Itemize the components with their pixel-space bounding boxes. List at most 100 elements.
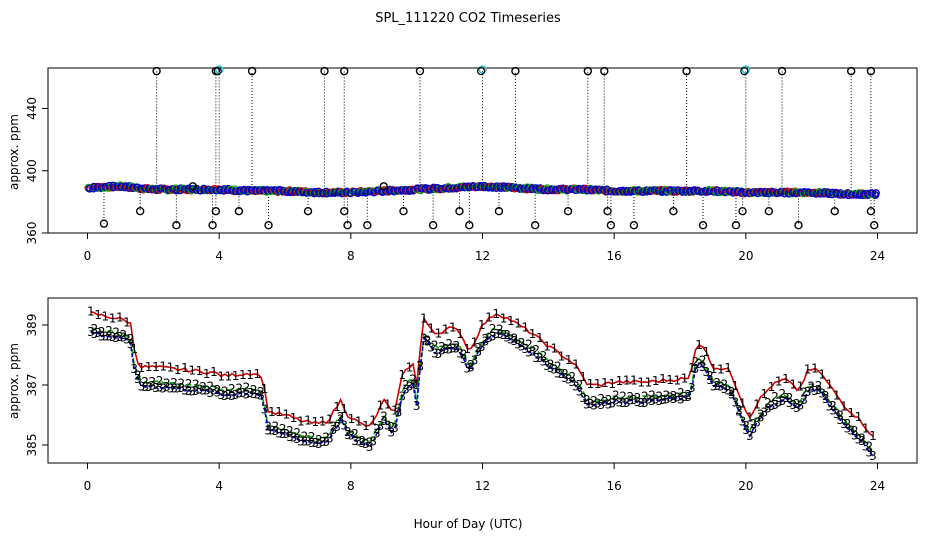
series-marker-1: 1 <box>94 308 102 322</box>
series-marker-2: 2 <box>134 369 142 383</box>
series-marker-1: 1 <box>485 310 493 324</box>
series-marker-3: 3 <box>594 396 602 410</box>
series-marker-3: 3 <box>818 387 826 401</box>
series-marker-1: 1 <box>739 396 747 410</box>
series-marker-3: 3 <box>855 432 863 446</box>
series-marker-3: 3 <box>779 394 787 408</box>
series-marker-2: 2 <box>127 332 135 346</box>
series-marker-1: 1 <box>594 377 602 391</box>
series-marker-3: 3 <box>449 341 457 355</box>
low-point <box>208 221 217 230</box>
series-marker-2: 2 <box>438 340 446 354</box>
series-marker-2: 2 <box>214 383 222 397</box>
series-marker-2: 2 <box>663 388 671 402</box>
series-marker-2: 2 <box>257 385 265 399</box>
low-point <box>669 207 678 216</box>
series-marker-2: 2 <box>120 328 128 342</box>
series-marker-3: 3 <box>674 391 682 405</box>
series-marker-3: 3 <box>362 437 370 451</box>
series-marker-3: 3 <box>808 381 816 395</box>
series-marker-3: 3 <box>695 357 703 371</box>
series-marker-3: 3 <box>641 396 649 410</box>
series-marker-3: 3 <box>235 387 243 401</box>
series-marker-1: 1 <box>507 314 515 328</box>
series-marker-3: 3 <box>518 339 526 353</box>
series-marker-3: 3 <box>710 379 718 393</box>
top-x-tick-label: 8 <box>347 249 355 263</box>
series-marker-3: 3 <box>655 394 663 408</box>
series-marker-1: 1 <box>290 411 298 425</box>
series-marker-3: 3 <box>268 423 276 437</box>
series-marker-3: 3 <box>561 371 569 385</box>
series-marker-3: 3 <box>598 398 606 412</box>
series-marker-2: 2 <box>445 337 453 351</box>
high-spike-point <box>213 67 222 76</box>
series-marker-1: 1 <box>427 321 435 335</box>
series-marker-3: 3 <box>721 382 729 396</box>
series-marker-2: 2 <box>293 426 301 440</box>
series-marker-3: 3 <box>282 427 290 441</box>
series-marker-3: 3 <box>851 429 859 443</box>
series-marker-3: 3 <box>619 396 627 410</box>
series-marker-3: 3 <box>822 392 830 406</box>
series-marker-3: 3 <box>666 391 674 405</box>
series-marker-1: 1 <box>811 361 819 375</box>
series-marker-1: 1 <box>239 368 247 382</box>
series-marker-3: 3 <box>333 420 341 434</box>
series-marker-1: 1 <box>362 419 370 433</box>
bottom-y-tick-label: 387 <box>25 374 39 397</box>
series-marker-3: 3 <box>416 360 424 374</box>
series-marker-3: 3 <box>427 340 435 354</box>
series-marker-1: 1 <box>724 361 732 375</box>
series-marker-3: 3 <box>355 434 363 448</box>
series-marker-1: 1 <box>840 400 848 414</box>
series-marker-1: 1 <box>681 372 689 386</box>
low-point <box>606 221 616 230</box>
series-marker-3: 3 <box>112 331 120 345</box>
series-marker-3: 3 <box>612 394 620 408</box>
series-marker-1: 1 <box>500 311 508 325</box>
series-marker-1: 1 <box>442 323 450 337</box>
series-marker-1: 1 <box>717 363 725 377</box>
high-spike-point <box>846 66 856 76</box>
series-marker-2: 2 <box>199 380 207 394</box>
series-marker-3: 3 <box>308 436 316 450</box>
series-marker-3: 3 <box>206 386 214 400</box>
series-marker-3: 3 <box>521 342 529 356</box>
series-marker-2: 2 <box>750 417 758 431</box>
series-marker-3: 3 <box>540 355 548 369</box>
series-marker-1: 1 <box>579 370 587 384</box>
top-x-tick-label: 16 <box>607 249 622 263</box>
series-marker-3: 3 <box>98 329 106 343</box>
top-x-tick-label: 0 <box>84 249 92 263</box>
series-marker-3: 3 <box>348 428 356 442</box>
series-marker-2: 2 <box>344 425 352 439</box>
series-marker-3: 3 <box>301 434 309 448</box>
series-marker-1: 1 <box>789 378 797 392</box>
series-marker-3: 3 <box>626 394 634 408</box>
series-marker-3: 3 <box>87 325 95 339</box>
series-marker-1: 1 <box>623 374 631 388</box>
series-marker-1: 1 <box>138 361 146 375</box>
series-marker-2: 2 <box>496 323 504 337</box>
series-line-2 <box>90 326 874 453</box>
series-marker-3: 3 <box>290 430 298 444</box>
series-marker-3: 3 <box>858 434 866 448</box>
series-marker-3: 3 <box>485 331 493 345</box>
series-marker-3: 3 <box>514 337 522 351</box>
series-marker-2: 2 <box>800 386 808 400</box>
series-marker-2: 2 <box>105 324 113 338</box>
series-marker-3: 3 <box>163 380 171 394</box>
series-marker-2: 2 <box>706 369 714 383</box>
series-marker-3: 3 <box>304 435 312 449</box>
series-marker-1: 1 <box>826 378 834 392</box>
series-marker-3: 3 <box>388 425 396 439</box>
series-marker-1: 1 <box>268 405 276 419</box>
series-marker-1: 1 <box>254 367 262 381</box>
low-point <box>494 207 504 216</box>
series-marker-3: 3 <box>768 399 776 413</box>
series-marker-2: 2 <box>742 419 750 433</box>
series-marker-3: 3 <box>134 372 142 386</box>
series-marker-3: 3 <box>775 396 783 410</box>
series-marker-1: 1 <box>630 373 638 387</box>
